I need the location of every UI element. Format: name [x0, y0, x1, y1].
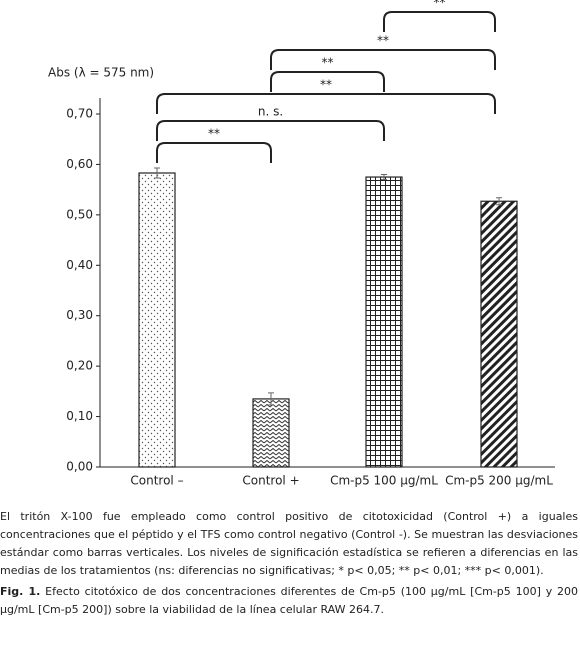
caption-label: Fig. 1.: [0, 585, 41, 598]
error-bar: [496, 197, 502, 206]
significance-bracket: [270, 71, 385, 92]
significance-label: **: [434, 0, 446, 10]
x-tick-label: Cm-p5 100 μg/mL: [330, 474, 438, 488]
y-tick-label: 0,10: [66, 409, 93, 423]
error-bar: [381, 174, 387, 181]
chart: Abs (λ = 575 nm) 0,00 0,10 0,20 0,30 0,40 0,5…: [48, 0, 555, 488]
caption-text: Efecto citotóxico de dos concentraciones…: [0, 585, 579, 616]
bar: [365, 176, 403, 468]
y-tick-label: 0,60: [66, 157, 93, 171]
significance-bracket: [156, 120, 385, 141]
significance-label: **: [322, 56, 334, 70]
y-tick-label: 0,30: [66, 308, 93, 322]
x-tick-label: Cm-p5 200 μg/mL: [445, 474, 553, 488]
bar: [480, 200, 518, 468]
significance-bracket: [156, 142, 272, 163]
bar: [252, 398, 290, 468]
significance-bracket: [383, 11, 496, 32]
significance-bracket: [270, 49, 496, 70]
note: El tritón X-100 fue empleado como contro…: [0, 510, 578, 577]
bar: [138, 172, 176, 468]
y-axis-title: Abs (λ = 575 nm): [48, 66, 154, 80]
y-tick-label: 0,00: [66, 460, 93, 474]
x-tick-label: Control +: [242, 474, 299, 488]
y-tick-label: 0,50: [66, 207, 93, 221]
y-tick-label: 0,20: [66, 359, 93, 373]
y-tick-label: 0,70: [66, 107, 93, 121]
error-bar: [154, 167, 160, 179]
y-tick-label: 0,40: [66, 258, 93, 272]
significance-label: n. s.: [258, 105, 283, 119]
x-tick-label: Control –: [130, 474, 183, 488]
significance-label: **: [377, 34, 389, 48]
significance-bracket: [156, 93, 496, 114]
error-bar: [268, 392, 274, 406]
caption: Fig. 1. Efecto citotóxico de dos concent…: [0, 583, 578, 619]
significance-label: **: [208, 127, 220, 141]
significance-label: **: [320, 78, 332, 92]
